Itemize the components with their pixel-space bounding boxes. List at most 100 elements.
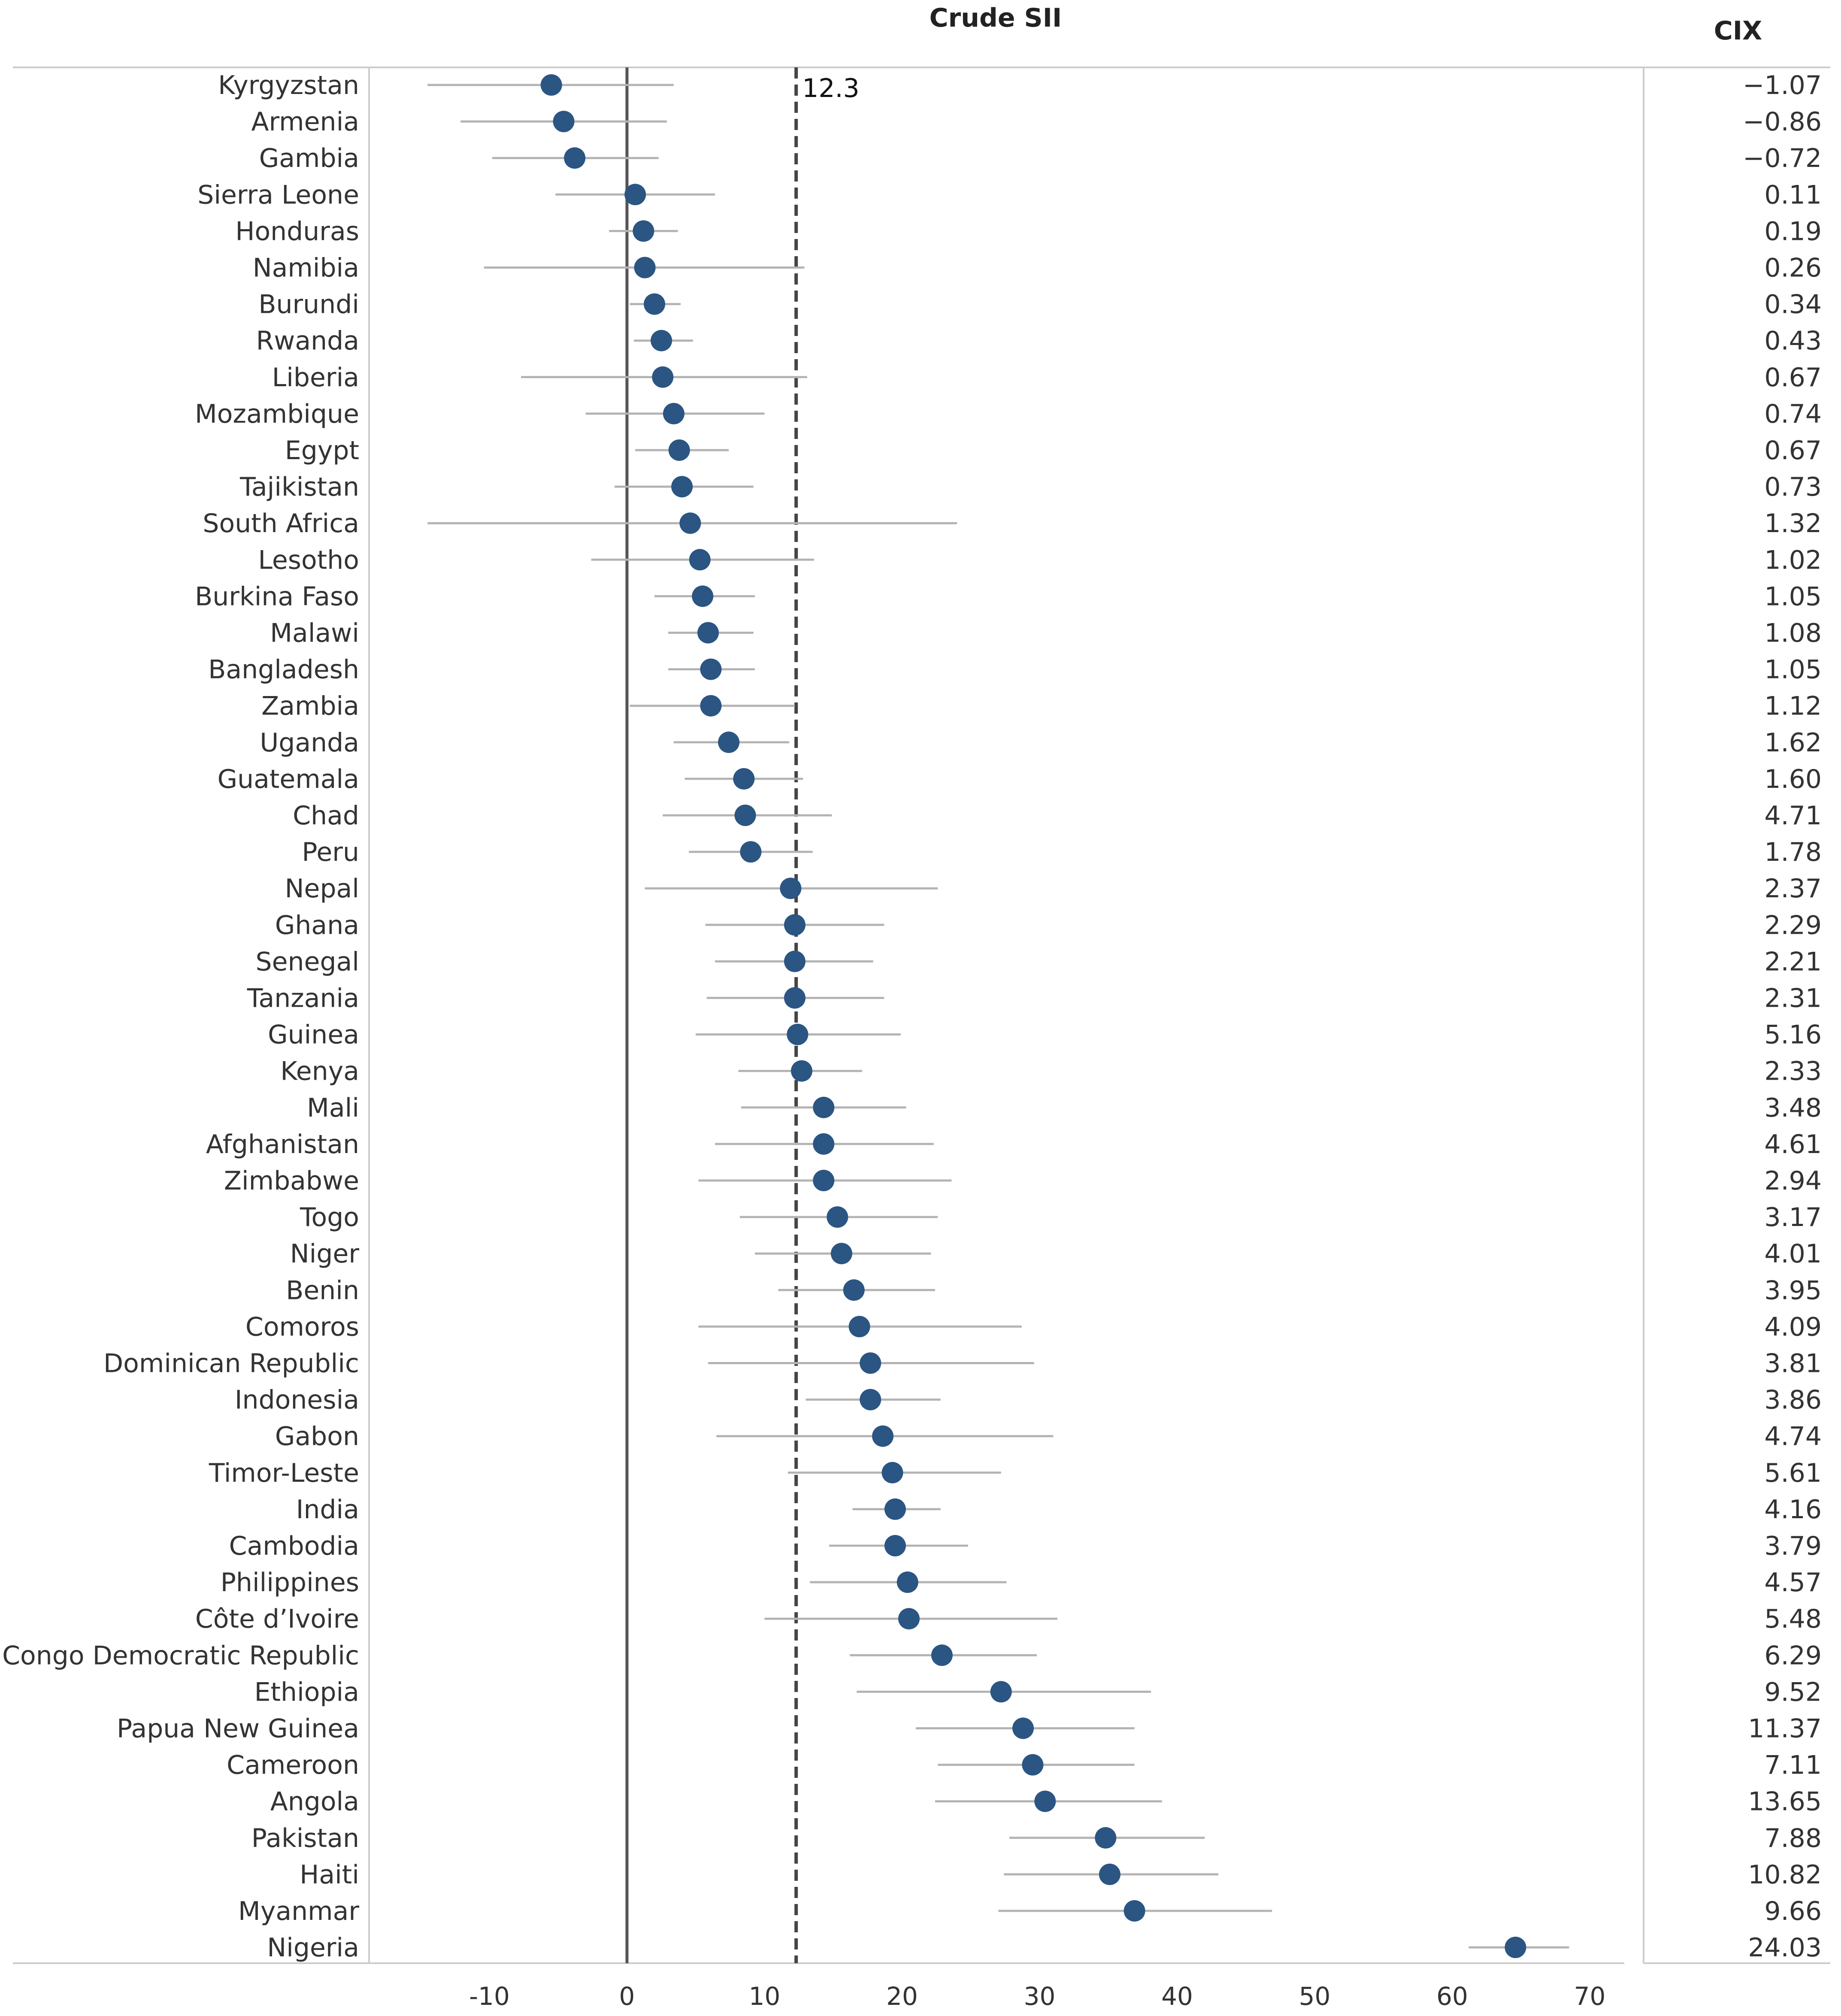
country-label: Dominican Republic	[103, 1349, 359, 1379]
cix-value: 1.32	[1764, 509, 1822, 539]
country-label: Senegal	[256, 947, 359, 977]
estimate-point	[784, 950, 806, 972]
cix-value: 4.01	[1764, 1239, 1822, 1269]
estimate-point	[787, 1023, 808, 1045]
country-label: Rwanda	[256, 326, 359, 356]
country-label: Uganda	[260, 728, 359, 758]
country-label: Haiti	[300, 1860, 359, 1890]
cix-value: −1.07	[1743, 70, 1822, 100]
estimate-point	[652, 366, 674, 388]
cix-value: 1.02	[1764, 545, 1822, 575]
country-label: Papua New Guinea	[117, 1714, 359, 1744]
country-label: Kenya	[280, 1056, 359, 1087]
cix-values: −1.07 −0.86 −0.72 0.11 0.19 0.26 0.34 0.43 0.67 0…	[1743, 70, 1822, 1963]
cix-value: 0.67	[1764, 363, 1822, 393]
cix-value: 2.37	[1764, 874, 1822, 904]
cix-value: 0.11	[1764, 180, 1822, 210]
cix-value: 1.78	[1764, 837, 1822, 867]
estimate-point	[1123, 1900, 1145, 1922]
estimate-point	[827, 1206, 848, 1228]
country-label: Mali	[307, 1093, 359, 1123]
cix-value: 1.05	[1764, 581, 1822, 611]
cix-value: 4.09	[1764, 1312, 1822, 1342]
cix-value: 1.62	[1764, 728, 1822, 758]
cix-value: 2.94	[1764, 1166, 1822, 1196]
cix-value: 4.61	[1764, 1129, 1822, 1159]
estimate-point	[784, 987, 806, 1009]
estimate-point	[898, 1608, 920, 1630]
x-tick-label: 60	[1436, 1982, 1468, 2011]
country-label: Egypt	[285, 436, 359, 466]
cix-value: 5.61	[1764, 1458, 1822, 1488]
cix-value: 3.81	[1764, 1349, 1822, 1379]
cix-value: 2.33	[1764, 1056, 1822, 1087]
country-label: Ethiopia	[254, 1677, 359, 1707]
country-label: Burkina Faso	[195, 581, 359, 611]
estimate-point	[896, 1571, 918, 1593]
cix-value: 7.11	[1764, 1750, 1822, 1780]
estimate-point	[644, 293, 666, 315]
reference-line-label: 12.3	[802, 73, 860, 103]
estimate-point	[813, 1096, 835, 1118]
country-label: Philippines	[221, 1568, 359, 1598]
plot-area: 12.3	[427, 67, 1569, 1963]
cix-value: 3.17	[1764, 1202, 1822, 1232]
estimate-point	[1012, 1717, 1034, 1739]
country-label: Tajikistan	[239, 472, 359, 502]
country-label: Peru	[302, 837, 359, 867]
country-label: Guatemala	[218, 764, 359, 794]
cix-value: 0.73	[1764, 472, 1822, 502]
country-label: Ghana	[275, 910, 359, 940]
cix-value: 2.31	[1764, 984, 1822, 1014]
estimate-point	[734, 805, 756, 826]
cix-value: 3.48	[1764, 1093, 1822, 1123]
cix-value: 1.08	[1764, 618, 1822, 648]
cix-value: 1.60	[1764, 764, 1822, 794]
country-label: Gambia	[259, 143, 359, 173]
country-label: Cambodia	[229, 1531, 359, 1561]
estimate-point	[813, 1170, 835, 1191]
estimate-point	[540, 74, 562, 96]
estimate-point	[668, 439, 690, 461]
country-label: Gabon	[275, 1422, 359, 1452]
x-tick-label: 30	[1024, 1982, 1056, 2011]
estimate-point	[1022, 1754, 1044, 1776]
cix-value: 24.03	[1748, 1933, 1822, 1963]
estimate-point	[679, 512, 701, 534]
estimate-point	[848, 1316, 870, 1338]
estimate-point	[872, 1425, 894, 1447]
estimate-point	[860, 1389, 881, 1411]
estimate-point	[564, 147, 586, 169]
x-tick-label: 20	[886, 1982, 918, 2011]
country-label: Burundi	[258, 290, 359, 320]
estimate-point	[881, 1462, 903, 1483]
estimate-point	[553, 111, 575, 133]
cix-value: 7.88	[1764, 1823, 1822, 1853]
country-label: Cameroon	[227, 1750, 359, 1780]
estimate-point	[663, 403, 684, 424]
chart-title: Crude SII	[930, 3, 1062, 33]
country-label: South Africa	[203, 509, 359, 539]
country-label: Namibia	[253, 253, 359, 283]
x-tick-label: -10	[469, 1982, 510, 2011]
country-label: Chad	[293, 801, 359, 831]
cix-value: 0.26	[1764, 253, 1822, 283]
x-tick-label: 40	[1161, 1982, 1193, 2011]
estimate-point	[780, 878, 802, 899]
country-label: Liberia	[272, 363, 359, 393]
country-label: Lesotho	[258, 545, 359, 575]
cix-value: 0.74	[1764, 399, 1822, 429]
x-tick-label: 10	[749, 1982, 781, 2011]
cix-value: 9.66	[1764, 1896, 1822, 1926]
cix-value: 0.43	[1764, 326, 1822, 356]
cix-value: 1.12	[1764, 691, 1822, 721]
estimate-point	[651, 330, 672, 351]
cix-value: 13.65	[1748, 1787, 1822, 1817]
cix-value: 9.52	[1764, 1677, 1822, 1707]
estimate-point	[931, 1644, 953, 1666]
country-label: Congo Democratic Republic	[2, 1641, 359, 1671]
cix-value: 3.95	[1764, 1275, 1822, 1305]
country-label: Armenia	[251, 107, 359, 137]
country-label: Nepal	[285, 874, 359, 904]
